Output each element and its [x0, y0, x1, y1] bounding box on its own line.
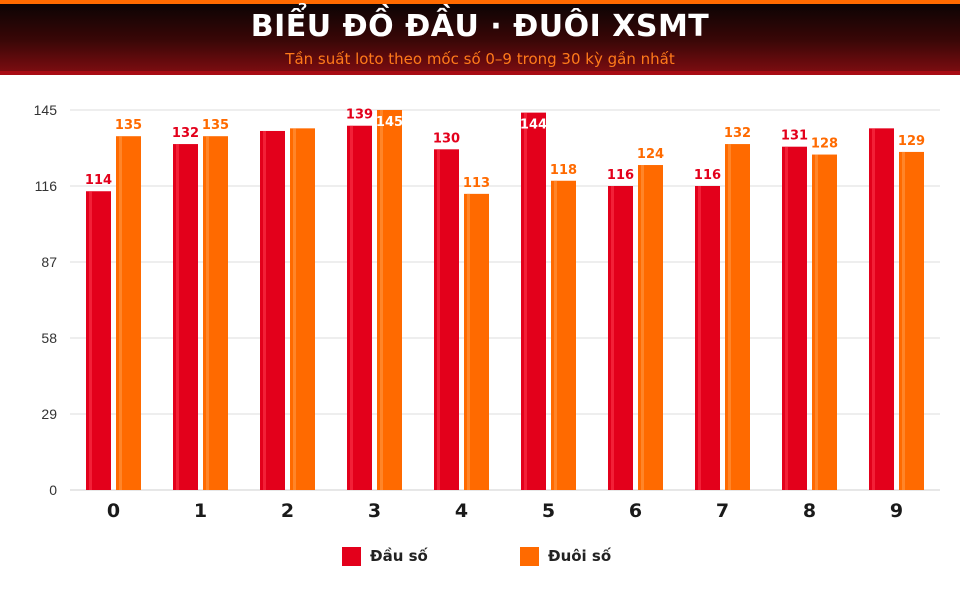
x-tick-label: 2	[281, 500, 294, 522]
bar-highlight	[872, 128, 875, 490]
data-label-head: 139	[346, 108, 373, 123]
data-label-head: 132	[172, 126, 199, 141]
legend-swatch-tail	[520, 546, 539, 566]
x-tick-label: 6	[629, 500, 642, 522]
x-tick-label: 1	[194, 500, 207, 522]
bar-highlight	[293, 128, 296, 490]
bar-highlight	[263, 130, 266, 490]
bar-highlight	[698, 186, 701, 490]
legend-item-head: Đầu số	[342, 545, 428, 567]
y-tick-label: 29	[41, 406, 57, 422]
y-tick-label: 87	[41, 254, 57, 270]
y-tick-label: 145	[34, 102, 58, 118]
data-label-head: 114	[85, 173, 112, 188]
data-label-tail: 132	[724, 126, 751, 141]
data-label-head: 116	[607, 168, 634, 183]
bar-highlight	[350, 125, 353, 491]
x-tick-label: 4	[455, 500, 468, 522]
legend-label-head: Đầu số	[370, 547, 428, 565]
data-label-tail: 124	[637, 147, 664, 162]
data-label-tail: 145	[376, 115, 403, 130]
chart-title: BIỂU ĐỒ ĐẦU · ĐUÔI XSMT	[250, 9, 710, 44]
chart-header: BIỂU ĐỒ ĐẦU · ĐUÔI XSMT Tần suất loto th…	[0, 0, 960, 75]
bar-highlight	[902, 151, 905, 490]
y-tick-label: 0	[49, 482, 57, 498]
data-label-tail: 135	[115, 118, 142, 133]
legend-item-tail: Đuôi số	[520, 545, 611, 567]
data-label-tail: 118	[550, 163, 577, 178]
data-label-tail: 129	[898, 134, 925, 149]
x-tick-label: 3	[368, 500, 381, 522]
bar-highlight	[611, 186, 614, 490]
bar-highlight	[554, 180, 557, 491]
x-tick-label: 7	[716, 500, 729, 522]
x-tick-label: 9	[890, 500, 903, 522]
legend-label-tail: Đuôi số	[548, 547, 612, 565]
bar-highlight	[815, 154, 818, 490]
bar-highlight	[380, 110, 383, 490]
x-tick-label: 0	[107, 500, 120, 522]
bar-highlight	[206, 136, 209, 490]
chart-subtitle: Tần suất loto theo mốc số 0–9 trong 30 k…	[285, 50, 675, 68]
bar-highlight	[119, 136, 122, 490]
bar-highlight	[785, 146, 788, 491]
data-label-tail: 113	[463, 176, 490, 191]
bar-highlight	[89, 191, 92, 490]
chart-legend: Đầu số Đuôi số	[0, 545, 960, 569]
bar-highlight	[437, 149, 440, 490]
data-label-tail: 135	[202, 118, 229, 133]
bar-highlight	[467, 193, 470, 491]
data-label-tail: 128	[811, 137, 838, 152]
y-tick-label: 58	[41, 330, 57, 346]
bar-highlight	[524, 112, 527, 490]
bar-highlight	[641, 165, 644, 490]
x-tick-label: 5	[542, 500, 555, 522]
data-label-head: 130	[433, 131, 460, 146]
data-label-head: 144	[520, 118, 547, 133]
y-tick-label: 116	[35, 178, 58, 194]
bar-highlight	[176, 144, 179, 490]
x-tick-label: 8	[803, 500, 816, 522]
bar-highlight	[728, 144, 731, 490]
data-label-head: 131	[781, 129, 808, 144]
data-label-head: 116	[694, 168, 721, 183]
legend-swatch-head	[342, 546, 361, 566]
